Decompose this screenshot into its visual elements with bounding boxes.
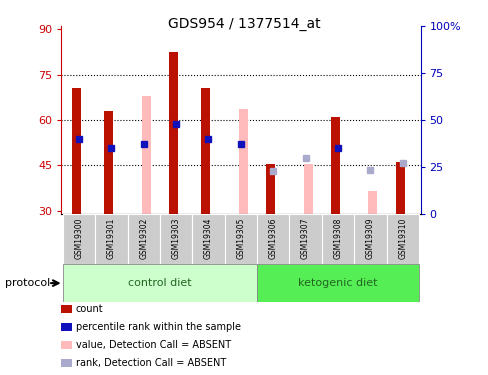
Bar xyxy=(72,88,81,214)
Bar xyxy=(257,264,418,302)
Text: percentile rank within the sample: percentile rank within the sample xyxy=(76,322,240,332)
Text: GSM19301: GSM19301 xyxy=(106,218,116,259)
Bar xyxy=(160,214,192,264)
Text: GSM19306: GSM19306 xyxy=(268,218,277,259)
Bar xyxy=(168,52,178,214)
Bar xyxy=(192,214,224,264)
Bar xyxy=(386,214,418,264)
Text: protocol: protocol xyxy=(5,278,50,288)
Text: GSM19302: GSM19302 xyxy=(139,218,148,259)
Text: control diet: control diet xyxy=(128,278,191,288)
Bar xyxy=(239,110,247,214)
Bar xyxy=(62,214,95,264)
Bar xyxy=(321,214,353,264)
Bar xyxy=(224,214,257,264)
Bar xyxy=(104,111,113,214)
Text: GSM19304: GSM19304 xyxy=(203,218,212,259)
Bar xyxy=(265,164,275,214)
Text: GSM19309: GSM19309 xyxy=(365,218,374,259)
Bar xyxy=(353,214,386,264)
Bar xyxy=(62,264,257,302)
Text: GSM19303: GSM19303 xyxy=(171,218,180,259)
Text: value, Detection Call = ABSENT: value, Detection Call = ABSENT xyxy=(76,340,230,350)
Bar xyxy=(257,214,289,264)
Text: GSM19310: GSM19310 xyxy=(397,218,407,259)
Bar xyxy=(95,214,127,264)
Bar xyxy=(201,88,210,214)
Text: ketogenic diet: ketogenic diet xyxy=(298,278,377,288)
Bar xyxy=(367,191,377,214)
Bar xyxy=(395,162,404,214)
Text: GDS954 / 1377514_at: GDS954 / 1377514_at xyxy=(168,17,320,31)
Bar xyxy=(127,214,160,264)
Bar xyxy=(289,214,321,264)
Text: GSM19300: GSM19300 xyxy=(74,218,83,259)
Bar xyxy=(303,164,312,214)
Text: count: count xyxy=(76,304,103,313)
Bar xyxy=(330,117,339,214)
Text: GSM19305: GSM19305 xyxy=(236,218,245,259)
Text: GSM19307: GSM19307 xyxy=(301,218,309,259)
Bar xyxy=(142,96,150,214)
Text: rank, Detection Call = ABSENT: rank, Detection Call = ABSENT xyxy=(76,358,225,368)
Text: GSM19308: GSM19308 xyxy=(333,218,342,259)
